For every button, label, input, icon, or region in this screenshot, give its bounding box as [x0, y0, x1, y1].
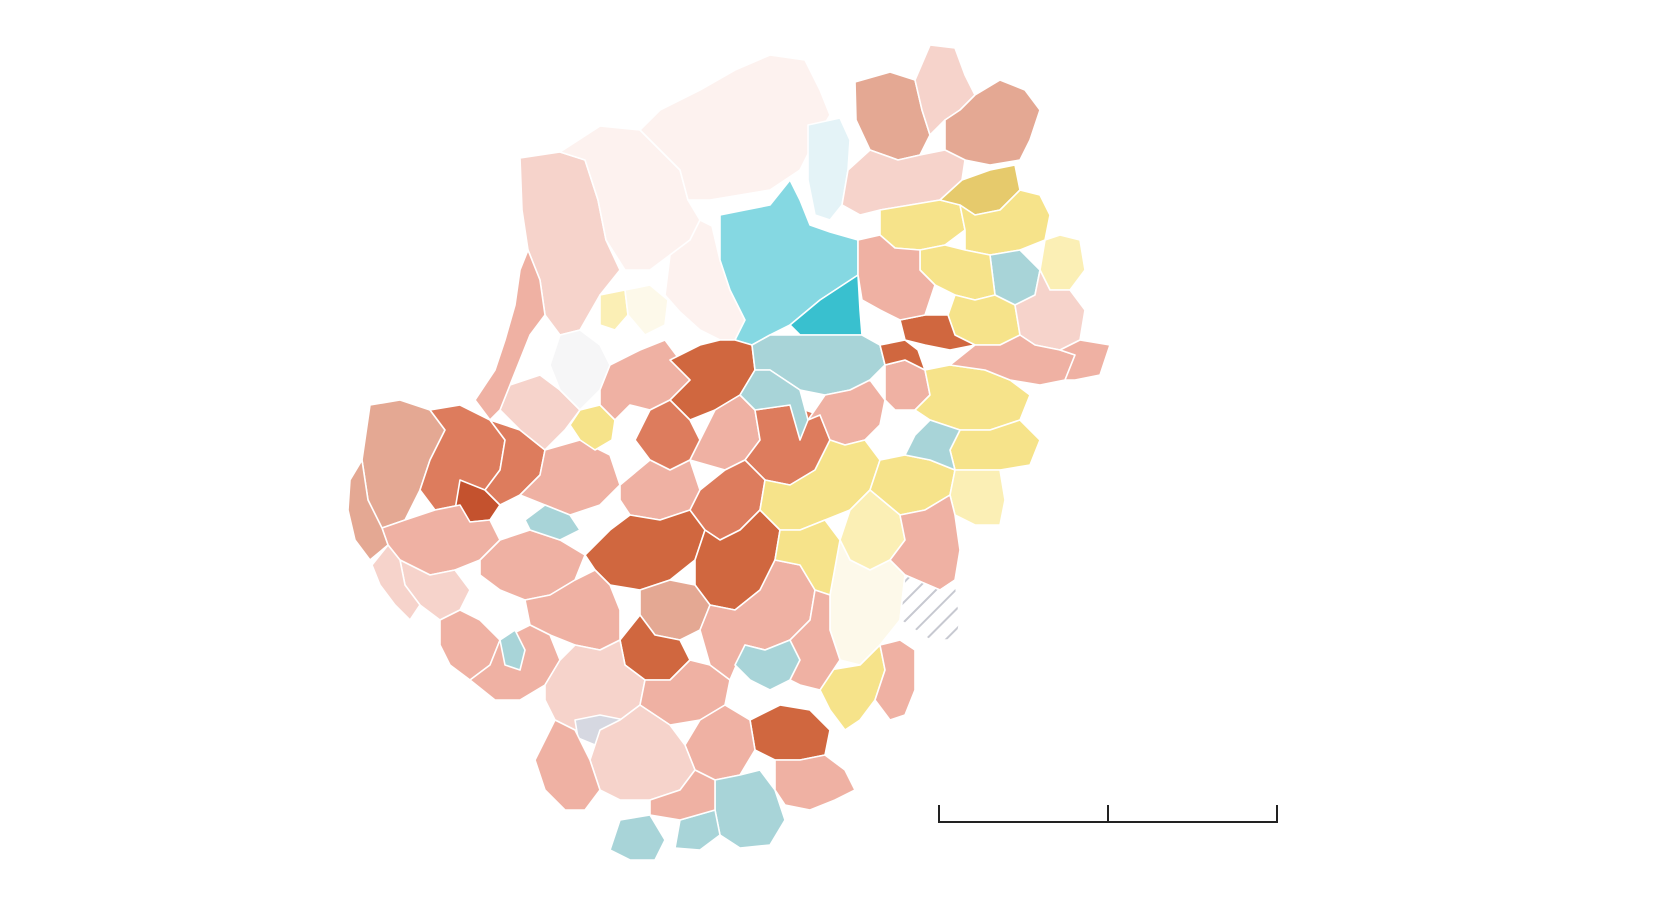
- tract-ne-brown-2[interactable]: [944, 79, 1041, 166]
- census-tracts: [347, 44, 1111, 861]
- tract-s-6[interactable]: [749, 704, 831, 761]
- tract-salmon-c2[interactable]: [874, 639, 916, 721]
- tract-teal-w1[interactable]: [524, 504, 581, 541]
- tract-yellow-w2[interactable]: [599, 289, 629, 331]
- tract-mid-r2[interactable]: [739, 369, 809, 441]
- tract-s-4[interactable]: [774, 519, 841, 596]
- tract-s-11[interactable]: [774, 754, 856, 811]
- tract-ne-s1[interactable]: [857, 234, 936, 321]
- tract-teal-w2[interactable]: [499, 629, 526, 671]
- tract-s-teal-3[interactable]: [609, 814, 666, 861]
- tract-teal-c1[interactable]: [904, 419, 961, 471]
- tract-ne-brown-1[interactable]: [854, 71, 931, 161]
- tract-coast-2[interactable]: [371, 544, 421, 621]
- tract-ne-s4[interactable]: [1059, 339, 1111, 381]
- tract-cream-1[interactable]: [624, 284, 669, 336]
- tract-coast-1[interactable]: [347, 459, 389, 561]
- tract-hatch: [899, 574, 961, 651]
- tract-s-5[interactable]: [789, 589, 841, 691]
- tract-north-west-1[interactable]: [474, 249, 546, 421]
- tract-yellow-c7[interactable]: [819, 644, 886, 731]
- tract-yellow-c5[interactable]: [949, 469, 1006, 526]
- tract-mid-r3[interactable]: [807, 379, 886, 446]
- tract-s-9[interactable]: [534, 719, 601, 811]
- tract-ne-y1[interactable]: [879, 199, 966, 251]
- tract-west-4[interactable]: [499, 374, 581, 451]
- tract-s-10[interactable]: [649, 769, 716, 821]
- scale-bar: [938, 805, 1278, 823]
- tract-ne-y3[interactable]: [959, 189, 1051, 256]
